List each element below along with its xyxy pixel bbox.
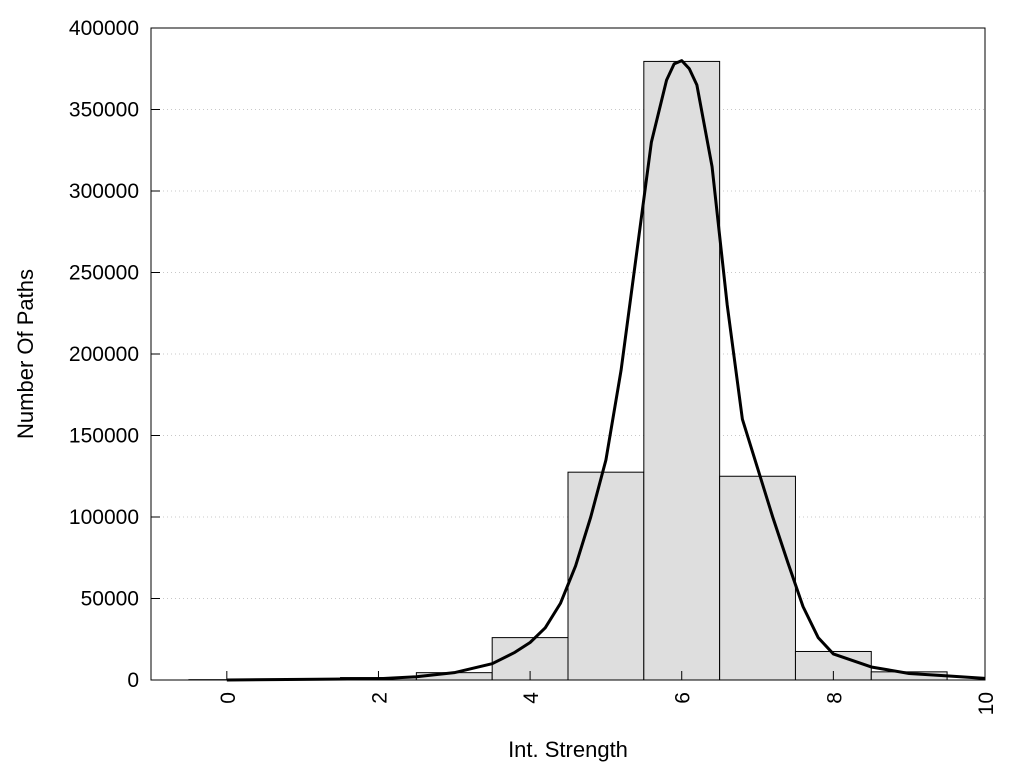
y-tick-label-100000: 100000	[69, 506, 139, 529]
y-tick-label-300000: 300000	[69, 180, 139, 203]
fit-curve-layer	[226, 59, 986, 682]
bar-5	[567, 471, 645, 681]
bars	[188, 60, 948, 681]
x-tick-label-2: 2	[368, 692, 391, 704]
x-axis-label: Int. Strength	[508, 737, 628, 762]
y-tick-label-50000: 50000	[81, 588, 139, 611]
y-tick-label-150000: 150000	[69, 425, 139, 448]
y-tick-label-250000: 250000	[69, 262, 139, 285]
y-tick-label-0: 0	[127, 669, 139, 692]
y-tick-label-200000: 200000	[69, 343, 139, 366]
x-tick-label-4: 4	[520, 692, 543, 704]
y-tick-labels: 0 50000 100000 150000 200000 250000 300000 3500…	[69, 17, 139, 692]
x-tick-label-10: 10	[975, 692, 998, 715]
y-axis-label: Number Of Paths	[13, 269, 38, 439]
x-tick-labels: 0 2 4 6 8 10	[217, 692, 998, 716]
fit-curve	[226, 59, 986, 682]
x-tick-label-8: 8	[823, 692, 846, 704]
y-tick-label-350000: 350000	[69, 99, 139, 122]
y-tick-label-400000: 400000	[69, 17, 139, 40]
x-tick-label-6: 6	[672, 692, 695, 704]
bar-7	[719, 475, 796, 681]
x-tick-label-0: 0	[217, 692, 240, 704]
axis-ticks	[151, 27, 986, 681]
